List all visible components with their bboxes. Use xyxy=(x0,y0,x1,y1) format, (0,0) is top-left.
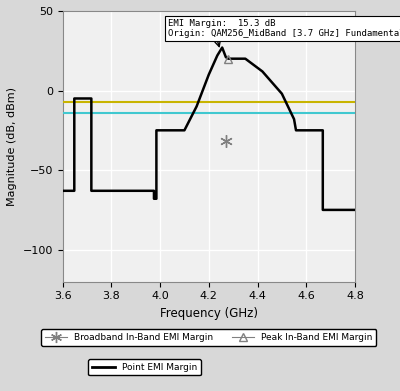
Y-axis label: Magnitude (dB, dBm): Magnitude (dB, dBm) xyxy=(7,87,17,206)
Text: EMI Margin:  15.3 dB
Origin: QAM256_MidBand [3.7 GHz] Fundamental: EMI Margin: 15.3 dB Origin: QAM256_MidBa… xyxy=(168,19,400,38)
X-axis label: Frequency (GHz): Frequency (GHz) xyxy=(160,307,258,320)
Legend: Point EMI Margin: Point EMI Margin xyxy=(88,359,200,375)
